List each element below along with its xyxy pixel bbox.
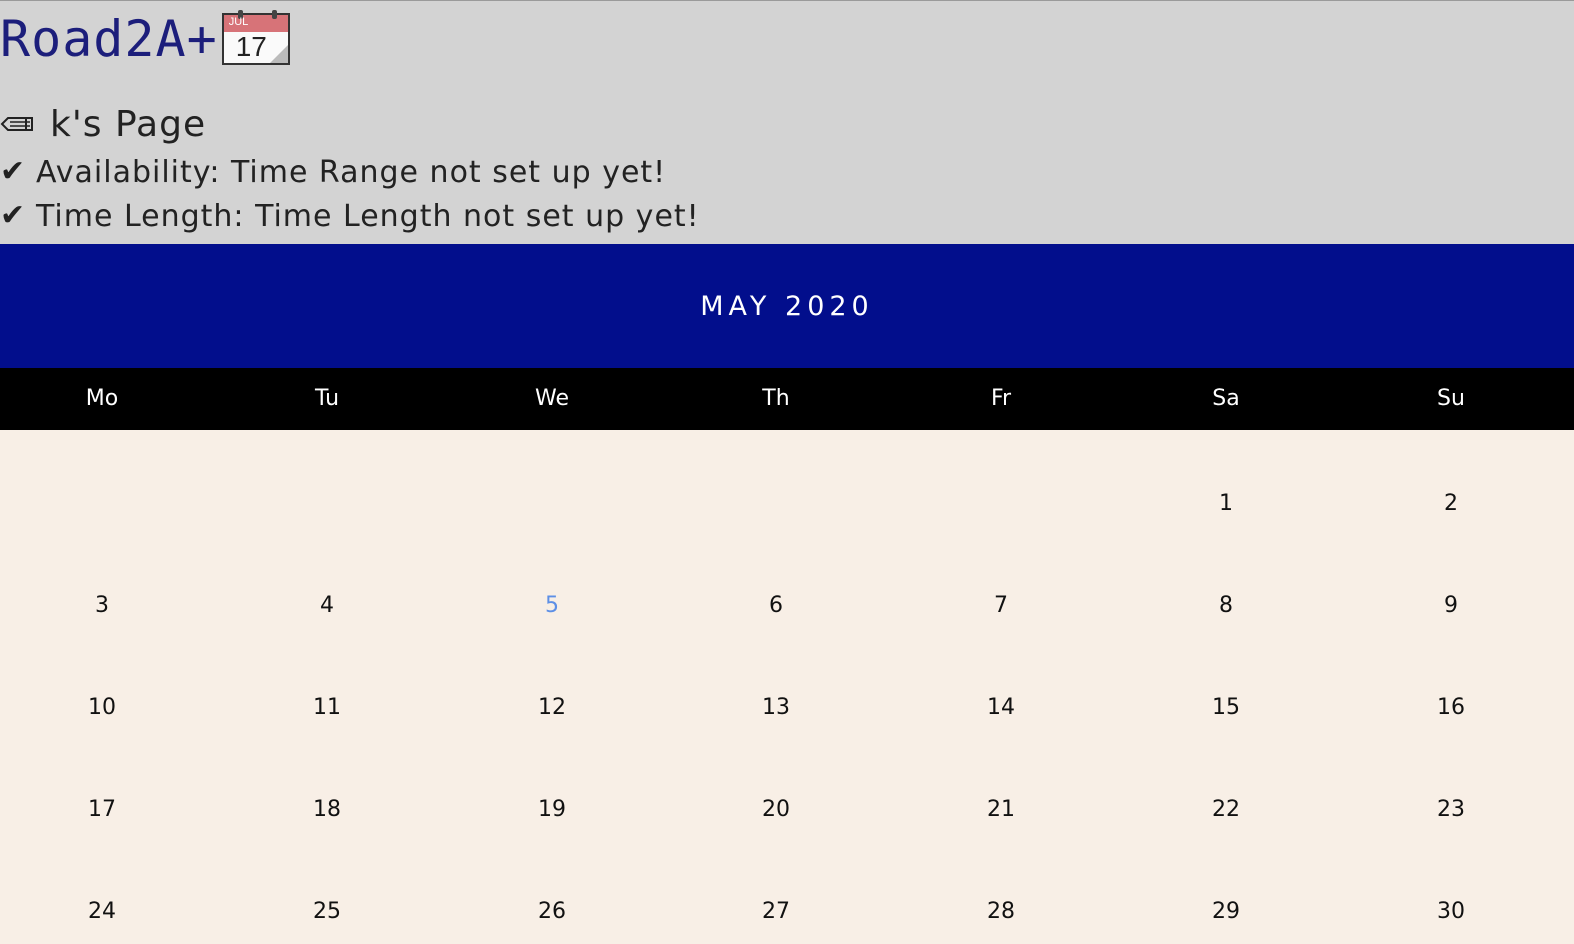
weekday-fr: Fr — [990, 386, 1012, 411]
page-title: k's Page — [50, 103, 207, 145]
day-cell[interactable]: 27 — [762, 899, 790, 924]
day-cell[interactable]: 11 — [313, 695, 341, 720]
day-cell[interactable]: 1 — [1219, 491, 1233, 516]
day-cell[interactable]: 23 — [1437, 797, 1465, 822]
calendar-ring — [271, 10, 277, 19]
user-page-title: k's Page — [0, 100, 206, 148]
check-icon: ✔ — [0, 198, 27, 233]
day-cell[interactable]: 7 — [994, 593, 1008, 618]
pencil-icon — [0, 117, 33, 131]
time-length-status: ✔ Time Length: Time Length not set up ye… — [0, 198, 700, 234]
weekday-tu: Tu — [314, 386, 340, 411]
day-cell[interactable]: 19 — [538, 797, 566, 822]
calendar-icon: JUL 17 — [221, 10, 290, 65]
day-cell[interactable]: 8 — [1219, 593, 1233, 618]
day-cell[interactable]: 24 — [88, 899, 116, 924]
weekday-we: We — [535, 386, 569, 411]
brand[interactable]: Road2A+ JUL 17 — [0, 10, 290, 68]
day-cell[interactable]: 26 — [538, 899, 566, 924]
day-cell[interactable]: 6 — [769, 593, 783, 618]
day-cell[interactable]: 3 — [95, 593, 109, 618]
weekday-sa: Sa — [1212, 386, 1240, 411]
calendar-icon-band — [223, 15, 288, 32]
day-cell[interactable]: 20 — [762, 797, 790, 822]
calendar-icon-day: 17 — [235, 31, 267, 62]
time-length-text: Time Length: Time Length not set up yet! — [36, 198, 700, 234]
top-border — [0, 0, 1574, 1]
day-cell[interactable]: 12 — [538, 695, 566, 720]
brand-title[interactable]: Road2A+ — [0, 10, 218, 68]
availability-status: ✔ Availability: Time Range not set up ye… — [0, 154, 666, 190]
check-icon: ✔ — [0, 154, 27, 189]
day-cell[interactable]: 9 — [1444, 593, 1458, 618]
day-cell[interactable]: 13 — [762, 695, 790, 720]
day-cell[interactable]: 10 — [88, 695, 116, 720]
calendar-icon-curl — [269, 45, 288, 63]
day-cell[interactable]: 21 — [987, 797, 1015, 822]
calendar-ring — [237, 10, 243, 19]
day-cell[interactable]: 18 — [313, 797, 341, 822]
month-label: MAY 2020 — [700, 290, 874, 322]
calendar-grid: 1 2 3 4 5 6 7 8 9 10 11 12 13 14 15 16 17 18 19 20 21 22 23 24 2… — [0, 430, 1574, 944]
day-cell[interactable]: 14 — [987, 695, 1015, 720]
day-cell[interactable]: 4 — [320, 593, 334, 618]
page-header: Road2A+ JUL 17 k's Page ✔ Availability: … — [0, 0, 1574, 244]
availability-text: Availability: Time Range not set up yet! — [36, 154, 667, 190]
weekday-mo: Mo — [85, 386, 119, 411]
day-cell[interactable]: 22 — [1212, 797, 1240, 822]
month-header: MAY 2020 — [0, 244, 1574, 368]
calendar-icon-month: JUL — [228, 16, 249, 28]
day-cell[interactable]: 29 — [1212, 899, 1240, 924]
day-cell[interactable]: 15 — [1212, 695, 1240, 720]
day-cell[interactable]: 5 — [545, 593, 559, 618]
weekday-su: Su — [1437, 386, 1465, 411]
day-cell[interactable]: 16 — [1437, 695, 1465, 720]
weekday-th: Th — [762, 386, 790, 411]
day-cell[interactable]: 25 — [313, 899, 341, 924]
weekday-header: Mo Tu We Th Fr Sa Su — [0, 368, 1574, 430]
day-cell[interactable]: 28 — [987, 899, 1015, 924]
day-cell[interactable]: 30 — [1437, 899, 1465, 924]
day-cell[interactable]: 17 — [88, 797, 116, 822]
day-cell[interactable]: 2 — [1444, 491, 1458, 516]
